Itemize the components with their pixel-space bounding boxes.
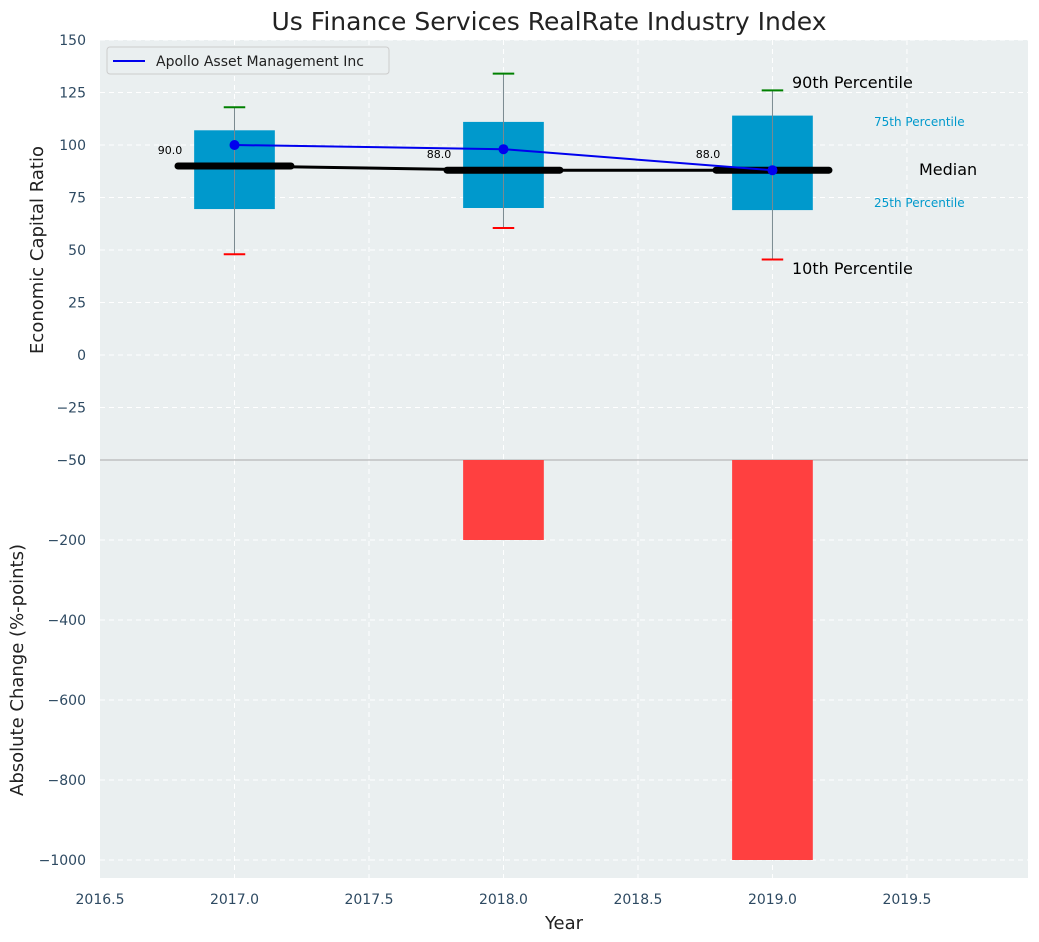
change-bar — [732, 460, 813, 860]
annotation-25th-percentile: 25th Percentile — [874, 196, 965, 210]
series-point — [498, 144, 509, 155]
bottom-y-tick-label: −1000 — [39, 853, 86, 869]
legend-entry-label: Apollo Asset Management Inc — [156, 54, 364, 70]
bottom-y-tick-label: −400 — [48, 613, 86, 629]
median-value-label: 90.0 — [158, 144, 183, 157]
x-tick-label: 2017.0 — [210, 892, 259, 908]
change-bar — [463, 460, 544, 540]
chart-title: Us Finance Services RealRate Industry In… — [272, 7, 827, 36]
legend-box — [106, 46, 390, 75]
median-value-label: 88.0 — [427, 148, 452, 161]
bottom-y-tick-label: −600 — [48, 693, 86, 709]
x-tick-label: 2018.5 — [613, 892, 662, 908]
axis-ticks: −50 −25 0 25 50 75 100 125 150 −1000 −800 −600 −400 −… — [39, 33, 932, 908]
grid-lines — [100, 39, 1028, 878]
top-y-tick-label: 25 — [68, 296, 86, 312]
x-tick-label: 2018.0 — [479, 892, 528, 908]
x-tick-label: 2019.5 — [882, 892, 931, 908]
top-y-axis-label: Economic Capital Ratio — [27, 146, 48, 354]
series-point — [767, 165, 778, 176]
annotation-10th-percentile: 10th Percentile — [792, 259, 913, 278]
legend: Apollo Asset Management Inc — [106, 46, 390, 75]
top-y-tick-label: 0 — [77, 348, 86, 364]
bottom-y-tick-label: −200 — [48, 533, 86, 549]
x-axis-label: Year — [544, 913, 584, 934]
x-tick-label: 2019.0 — [748, 892, 797, 908]
median-value-label: 88.0 — [696, 148, 721, 161]
top-y-tick-label: 100 — [59, 138, 86, 154]
bottom-plot-background — [100, 460, 1028, 878]
series-point — [229, 140, 240, 150]
top-y-tick-label: −25 — [56, 401, 86, 417]
top-y-tick-label: 50 — [68, 243, 86, 259]
bottom-y-axis-label: Absolute Change (%-points) — [7, 544, 28, 796]
box-plots: 90.0 88.0 88.0 — [158, 72, 833, 261]
x-tick-label: 2016.5 — [76, 892, 125, 908]
bottom-y-tick-label: 0 — [77, 453, 86, 469]
top-y-tick-label: −50 — [56, 453, 86, 469]
top-y-tick-label: 150 — [59, 33, 86, 49]
change-bars — [463, 460, 813, 860]
annotation-75th-percentile: 75th Percentile — [874, 115, 965, 129]
top-y-tick-label: 125 — [59, 86, 86, 102]
bottom-y-tick-label: −800 — [48, 773, 86, 789]
top-y-tick-label: 75 — [68, 191, 86, 207]
company-series — [229, 140, 778, 176]
annotation-90th-percentile: 90th Percentile — [792, 73, 913, 92]
x-tick-label: 2017.5 — [344, 892, 393, 908]
annotation-median: Median — [919, 160, 977, 179]
